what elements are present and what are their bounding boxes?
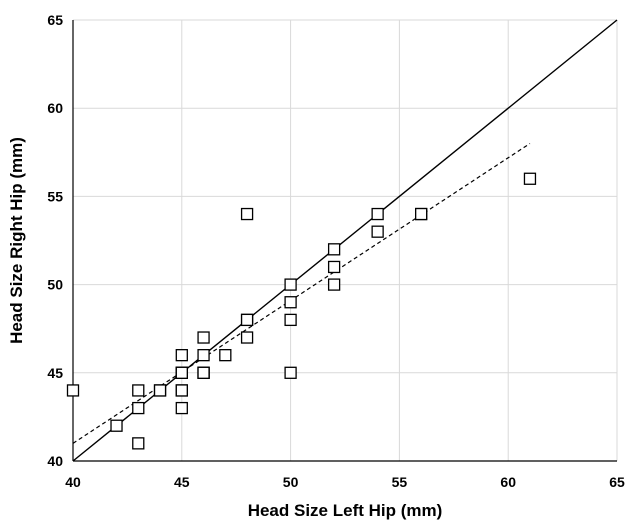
data-point	[197, 349, 210, 362]
gridlines	[73, 19, 618, 461]
data-point	[284, 366, 297, 379]
data-point	[327, 243, 341, 256]
data-point	[175, 384, 188, 397]
data-point	[371, 207, 384, 221]
data-point	[132, 437, 145, 450]
y-tick-label: 50	[47, 277, 63, 293]
data-point	[110, 419, 123, 432]
y-axis-title: Head Size Right Hip (mm)	[7, 137, 26, 344]
data-point	[132, 384, 145, 397]
data-point	[240, 207, 254, 221]
data-points	[66, 172, 537, 450]
y-tick-label: 55	[47, 188, 63, 204]
data-point	[327, 278, 341, 291]
y-tick-label: 65	[47, 12, 63, 28]
data-point	[197, 331, 210, 344]
x-axis-title: Head Size Left Hip (mm)	[248, 501, 443, 520]
data-point	[415, 207, 428, 221]
data-point	[153, 384, 167, 397]
x-tick-label: 65	[609, 474, 625, 490]
data-point	[284, 313, 297, 327]
data-point	[175, 401, 188, 415]
y-tick-label: 45	[47, 365, 63, 381]
data-point	[284, 296, 297, 309]
data-point	[371, 225, 384, 238]
y-tick-label: 60	[47, 100, 63, 116]
data-point	[197, 366, 210, 379]
x-tick-label: 60	[500, 474, 516, 490]
x-tick-label: 55	[392, 474, 408, 490]
data-point	[327, 260, 341, 274]
data-point	[523, 172, 537, 185]
x-tick-label: 45	[174, 474, 190, 490]
data-point	[66, 384, 80, 397]
trendline-dashed	[72, 142, 531, 444]
data-point	[219, 349, 232, 362]
data-point	[240, 313, 254, 327]
y-tick-label: 40	[47, 453, 63, 469]
tick-labels: 40 45 50 55 60 65 40 45 50 55 60 65	[47, 12, 625, 490]
data-point	[284, 278, 297, 291]
data-point	[175, 366, 188, 379]
data-point	[240, 331, 254, 344]
x-tick-label: 40	[65, 474, 81, 490]
x-tick-label: 50	[283, 474, 299, 490]
data-point	[175, 349, 188, 362]
data-point	[132, 401, 145, 415]
